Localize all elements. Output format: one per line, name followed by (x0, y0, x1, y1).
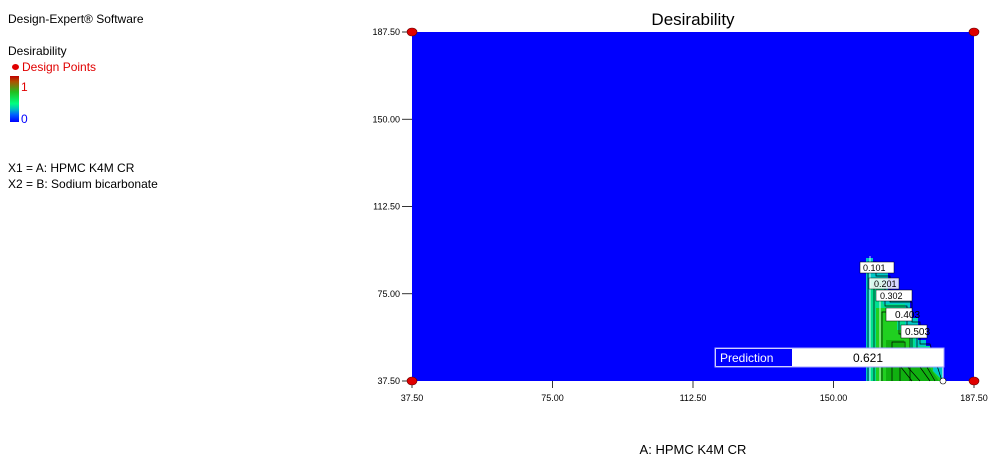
prediction-label: Prediction (720, 351, 773, 365)
contour-label-5: 0.503 (905, 327, 930, 338)
x-tick-label: 75.00 (541, 393, 564, 403)
design-points-label: Design Points (22, 60, 97, 74)
contour-label-3: 0.302 (880, 291, 903, 301)
x-tick-label: 37.50 (401, 393, 424, 403)
prediction-value: 0.621 (853, 351, 883, 365)
x-tick-label: 187.50 (960, 393, 988, 403)
contour-label-box-5 (900, 324, 928, 339)
factor-x2: X2 = B: Sodium bicarbonate (8, 177, 158, 191)
contour-label-box-3 (875, 289, 913, 302)
software-name: Design-Expert® Software (8, 12, 144, 26)
color-scale (10, 76, 19, 122)
y-tick-label: 112.50 (373, 202, 400, 212)
prediction-label-bg (716, 349, 792, 366)
x-axis: 37.50 75.00 112.50 150.00 187.50 (401, 381, 988, 403)
x-tick-label: 150.00 (820, 393, 848, 403)
y-tick-label: 37.50 (377, 376, 400, 386)
contour-label-1: 0.101 (863, 263, 886, 273)
design-point (968, 376, 980, 386)
y-tick-label: 75.00 (377, 289, 400, 299)
contour-label-4: 0.403 (895, 310, 920, 321)
design-point (968, 27, 980, 37)
factor-x1: X1 = A: HPMC K4M CR (8, 161, 135, 175)
contour-label-box-1 (859, 261, 895, 274)
x-axis-label: A: HPMC K4M CR (640, 442, 747, 455)
contour-label-2: 0.201 (874, 279, 897, 289)
contour-label-box-4 (885, 307, 913, 322)
response-name: Desirability (8, 44, 67, 58)
chart-title: Desirability (651, 10, 735, 29)
design-point (406, 27, 418, 37)
design-point-marker-icon (12, 64, 19, 70)
contour-label-box-2 (868, 277, 900, 290)
design-point (406, 376, 418, 386)
y-tick-label: 187.50 (372, 27, 400, 37)
design-points (406, 27, 980, 386)
color-scale-bar (10, 76, 19, 122)
scale-high-label: 1 (21, 80, 28, 94)
x-tick-label: 112.50 (680, 393, 707, 403)
contour-labels: 0.101 0.201 0.302 0.403 0.503 (859, 261, 930, 339)
y-tick-label: 150.00 (372, 114, 400, 124)
prediction-flag: Prediction 0.621 (714, 347, 947, 385)
prediction-marker (939, 377, 947, 385)
y-axis: 37.50 75.00 112.50 150.00 187.50 (372, 27, 412, 386)
scale-low-label: 0 (21, 112, 28, 126)
design-points-legend: Design Points (12, 60, 96, 74)
